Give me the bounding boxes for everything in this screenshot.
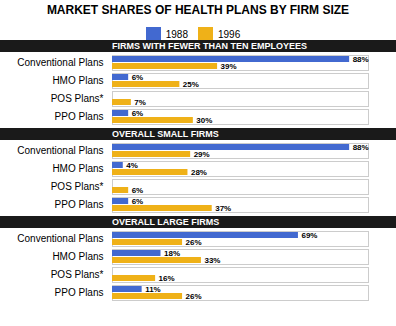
svg-text:11%: 11% [145, 285, 161, 294]
svg-text:PPO Plans: PPO Plans [55, 111, 104, 122]
svg-text:HMO Plans: HMO Plans [52, 163, 103, 174]
svg-text:25%: 25% [183, 80, 199, 89]
svg-text:28%: 28% [191, 168, 207, 177]
svg-text:Conventional Plans: Conventional Plans [17, 145, 103, 156]
svg-text:POS Plans*: POS Plans* [51, 269, 104, 280]
svg-text:POS Plans*: POS Plans* [51, 93, 104, 104]
svg-text:6%: 6% [132, 109, 144, 118]
svg-text:7%: 7% [134, 98, 146, 107]
html-text:MARKET SHARES OF HEALTH PLANS: MARKET SHARES OF HEALTH PLANS BY FIRM SI… [46, 3, 350, 17]
svg-text:PPO Plans: PPO Plans [55, 199, 104, 210]
svg-text:HMO Plans: HMO Plans [52, 75, 103, 86]
svg-text:26%: 26% [186, 238, 202, 247]
svg-text:29%: 29% [194, 150, 210, 159]
svg-text:Conventional Plans: Conventional Plans [17, 233, 103, 244]
svg-text:6%: 6% [132, 73, 144, 82]
svg-text:30%: 30% [196, 116, 212, 125]
svg-text:26%: 26% [186, 292, 202, 301]
svg-text:POS Plans*: POS Plans* [51, 181, 104, 192]
html-text:1988: 1988 [165, 29, 188, 40]
svg-text:Conventional Plans: Conventional Plans [17, 57, 103, 68]
svg-text:88%: 88% [353, 143, 369, 152]
svg-text:88%: 88% [353, 55, 369, 64]
svg-text:6%: 6% [132, 197, 144, 206]
svg-text:39%: 39% [221, 62, 237, 71]
svg-text:69%: 69% [301, 231, 317, 240]
svg-text:18%: 18% [164, 249, 180, 258]
html-text:FIRMS WITH FEWER THAN TEN EMPL: FIRMS WITH FEWER THAN TEN EMPLOYEES [112, 41, 307, 51]
svg-text:6%: 6% [132, 186, 144, 195]
svg-text:33%: 33% [204, 256, 220, 265]
svg-text:16%: 16% [159, 274, 175, 283]
svg-text:HMO Plans: HMO Plans [52, 251, 103, 262]
svg-text:4%: 4% [126, 161, 138, 170]
html-text:1996: 1996 [218, 29, 241, 40]
svg-text:PPO Plans: PPO Plans [55, 287, 104, 298]
svg-text:37%: 37% [215, 204, 231, 213]
html-text:OVERALL LARGE FIRMS: OVERALL LARGE FIRMS [112, 217, 220, 227]
html-text:OVERALL SMALL FIRMS: OVERALL SMALL FIRMS [112, 129, 219, 139]
